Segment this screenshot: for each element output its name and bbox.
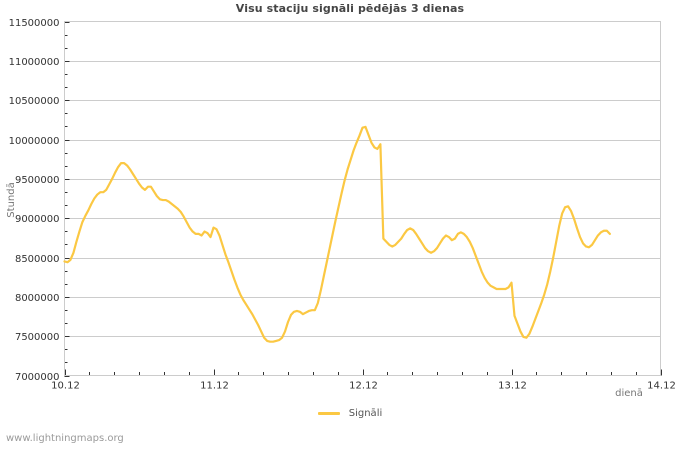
x-tick-label: 10.12 — [51, 381, 80, 392]
data-series-signali — [63, 125, 611, 343]
legend-item-signali[interactable]: Signāli — [317, 408, 383, 420]
y-tick-label: 8000000 — [15, 293, 60, 304]
y-tick-label: 11500000 — [9, 18, 60, 29]
y-tick-label: 7500000 — [15, 332, 60, 343]
y-axis-ticks-group: 7000000 7500000 8000000 8500000 9000000 95000… — [9, 18, 70, 383]
y-axis-title: Stundā — [6, 182, 17, 217]
y-tick-label: 9000000 — [15, 214, 60, 225]
watermark-text: www.lightningmaps.org — [6, 433, 124, 444]
x-tick-label: 12.12 — [349, 381, 378, 392]
y-tick-label: 8500000 — [15, 254, 60, 265]
y-tick-label: 10500000 — [9, 96, 60, 107]
y-tick-label: 11000000 — [9, 57, 60, 68]
legend-label-signali: Signāli — [348, 408, 383, 419]
x-tick-label: 14.12 — [647, 381, 676, 392]
plot-area-border — [64, 21, 661, 376]
x-tick-label: 13.12 — [498, 381, 527, 392]
y-tick-label: 7000000 — [15, 372, 60, 383]
x-axis-title: dienā — [615, 388, 643, 399]
chart-legend: Signāli — [0, 408, 700, 420]
legend-swatch-icon — [317, 412, 340, 415]
y-tick-label: 9500000 — [15, 175, 60, 186]
y-tick-label: 10000000 — [9, 136, 60, 147]
gridlines-group — [64, 61, 661, 337]
x-tick-label: 11.12 — [200, 381, 229, 392]
chart-title: Visu staciju signāli pēdējās 3 dienas — [235, 2, 465, 15]
chart-plot-svg: 7000000 7500000 8000000 8500000 9000000 95000… — [6, 18, 676, 399]
x-axis-ticks-group: 10.12 11.12 12.12 13.12 14.12 — [51, 369, 676, 392]
